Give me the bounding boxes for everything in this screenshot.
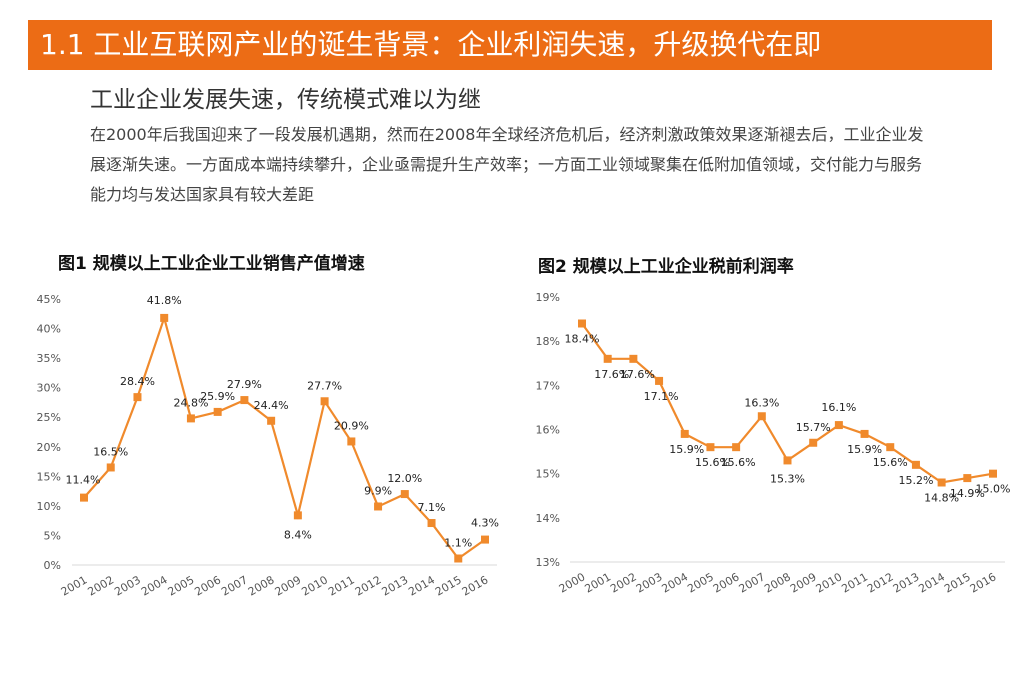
chart1-title: 图1 规模以上工业企业工业销售产值增速 [58,254,365,274]
data-label: 25.9% [200,390,235,403]
data-label: 15.6% [873,456,908,469]
data-point [629,354,638,363]
data-point [757,412,766,421]
data-point [603,354,612,363]
y-tick-label: 17% [536,379,560,392]
data-point [267,416,276,425]
data-point [293,511,302,520]
data-point [680,429,689,438]
chart2-title: 图2 规模以上工业企业税前利润率 [538,257,794,277]
data-point [911,460,920,469]
data-label: 11.4% [66,474,101,487]
data-point [578,319,586,328]
data-point [347,437,356,446]
data-point [783,456,792,465]
data-point [106,463,115,472]
data-point [427,519,436,528]
data-point [655,376,664,385]
x-tick-label: 2016 [968,570,999,595]
data-label: 17.6% [594,368,629,381]
data-label: 18.4% [565,333,600,346]
data-label: 41.8% [147,294,182,307]
data-label: 15.3% [770,472,805,485]
data-point [320,397,329,406]
data-point [963,474,972,483]
data-point [240,396,249,405]
data-point [186,414,195,423]
data-point [374,502,383,511]
data-point [133,393,142,402]
data-label: 8.4% [284,528,312,541]
data-point [481,535,489,544]
data-label: 7.1% [418,501,446,514]
data-point [80,493,88,502]
page-title: 1.1 工业互联网产业的诞生背景：企业利润失速，升级换代在即 [40,28,822,61]
y-tick-label: 14% [536,512,560,525]
data-label: 12.0% [387,472,422,485]
data-point [937,478,946,487]
y-tick-label: 10% [37,500,61,513]
data-point [400,490,409,499]
y-tick-label: 40% [37,323,61,336]
y-tick-label: 18% [536,335,560,348]
data-label: 15.9% [847,443,882,456]
data-label: 14.9% [950,487,985,500]
data-label: 15.9% [669,443,704,456]
data-label: 27.9% [227,378,262,391]
data-point [886,443,895,452]
data-label: 15.2% [898,474,933,487]
y-tick-label: 0% [44,559,61,572]
data-label: 28.4% [120,375,155,388]
y-tick-label: 15% [37,470,61,483]
data-label: 17.6% [620,368,655,381]
y-tick-label: 13% [536,556,560,569]
data-label: 16.1% [821,401,856,414]
y-tick-label: 5% [44,529,61,542]
data-label: 9.9% [364,484,392,497]
series-line [83,314,486,561]
data-label: 20.9% [334,419,369,432]
y-tick-label: 35% [37,352,61,365]
data-label: 15.7% [796,421,831,434]
y-tick-label: 45% [37,293,61,306]
header-title-bar: 1.1 工业互联网产业的诞生背景：企业利润失速，升级换代在即 [28,20,992,70]
data-label: 15.6% [695,456,730,469]
data-point [809,438,818,447]
data-label: 14.8% [924,492,959,505]
data-label: 15.6% [721,456,756,469]
data-point [989,469,997,478]
data-point [706,443,715,452]
intro-paragraph: 在2000年后我国迎来了一段发展机遇期，然而在2008年全球经济危机后，经济刺激… [90,125,924,204]
data-label: 1.1% [444,536,472,549]
y-tick-label: 20% [37,441,61,454]
data-point [213,407,222,416]
data-point [454,554,463,563]
data-label: 16.3% [744,396,779,409]
y-tick-label: 19% [536,291,560,304]
data-point [834,421,843,430]
data-point [732,443,741,452]
data-label: 24.8% [173,396,208,409]
data-label: 16.5% [93,445,128,458]
y-tick-label: 16% [536,424,560,437]
data-label: 17.1% [644,390,679,403]
y-tick-label: 30% [37,382,61,395]
data-label: 24.4% [254,399,289,412]
data-label: 27.7% [307,379,342,392]
data-point [860,429,869,438]
y-tick-label: 15% [536,468,560,481]
data-label: 4.3% [471,517,499,530]
section-subtitle: 工业企业发展失速，传统模式难以为继 [90,87,481,113]
data-point [160,313,169,322]
y-tick-label: 25% [37,411,61,424]
data-label: 15.0% [976,483,1011,496]
